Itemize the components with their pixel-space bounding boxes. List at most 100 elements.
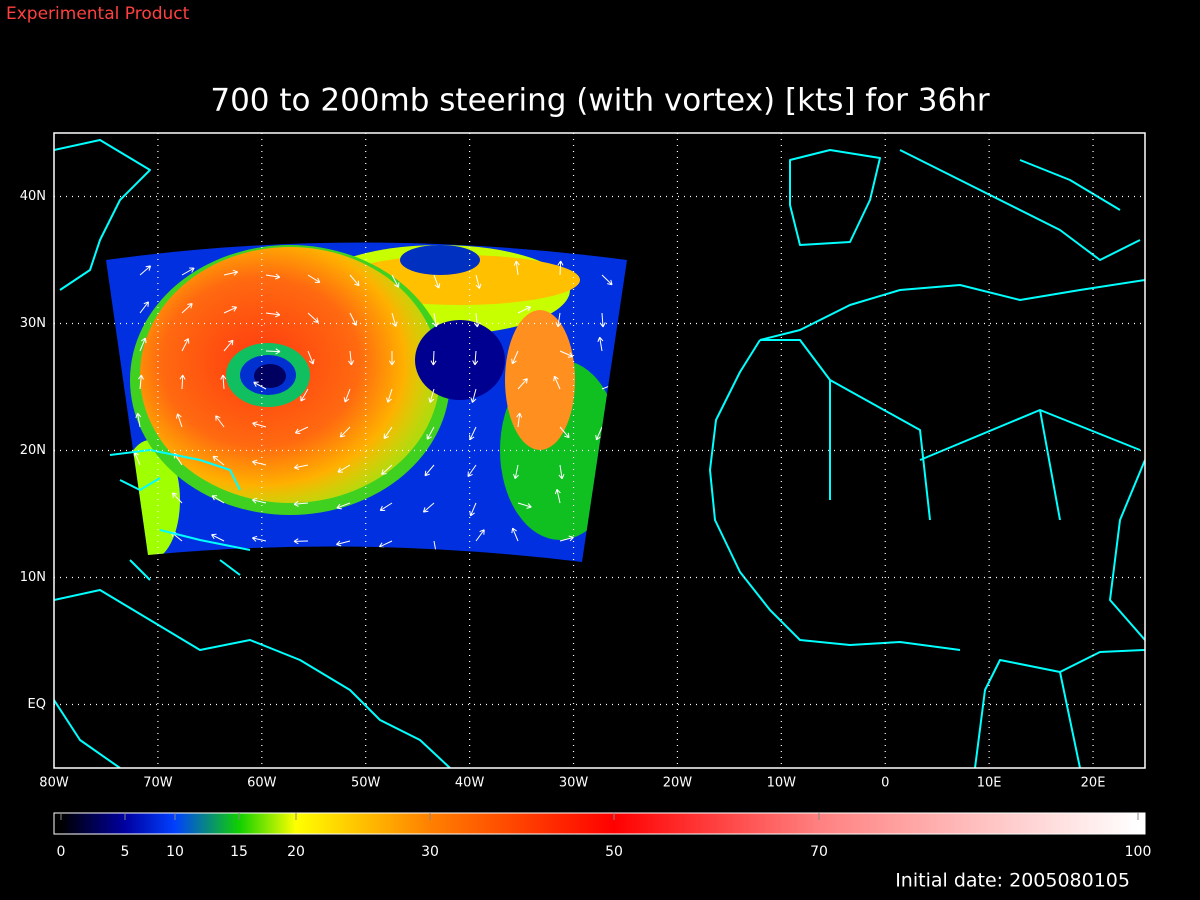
- wind-arrow: [517, 305, 532, 314]
- wind-arrow: [171, 492, 183, 504]
- wind-arrow: [555, 312, 562, 328]
- wind-arrow: [253, 381, 267, 390]
- wind-arrow: [294, 426, 309, 434]
- wind-arrow: [426, 426, 435, 440]
- wind-arrows: [130, 260, 616, 556]
- wind-arrow: [336, 502, 351, 510]
- wind-arrow: [343, 388, 351, 403]
- wind-arrow: [336, 540, 351, 547]
- wind-arrow: [135, 412, 142, 428]
- wind-arrow: [252, 421, 267, 428]
- wind-arrow: [307, 350, 315, 365]
- wind-arrow: [469, 426, 477, 441]
- y-tick-label: 10N: [20, 570, 46, 585]
- wind-arrow: [516, 412, 523, 428]
- wind-arrow: [517, 502, 532, 509]
- x-tick-label: 0: [881, 776, 889, 791]
- wind-arrow: [554, 488, 561, 504]
- colorbar-label: 15: [230, 844, 248, 860]
- x-tick-label: 50W: [351, 776, 381, 791]
- colorbar: [53, 812, 1146, 835]
- wind-arrow: [391, 274, 400, 288]
- wind-arrow: [293, 538, 309, 545]
- y-tick-label: 20N: [20, 443, 46, 458]
- borders: [760, 339, 1141, 521]
- x-tick-label: 70W: [143, 776, 173, 791]
- wind-arrow: [557, 260, 564, 276]
- wind-arrow: [559, 350, 574, 358]
- wind-arrow: [601, 453, 612, 466]
- map-area: [54, 133, 1145, 768]
- x-tick-label: 30W: [559, 776, 589, 791]
- wind-arrow: [293, 464, 309, 470]
- wind-arrow: [252, 535, 267, 542]
- x-tick-label: 60W: [247, 776, 277, 791]
- wind-arrow: [475, 529, 485, 542]
- y-tick-label: EQ: [28, 697, 46, 712]
- wind-arrow: [181, 302, 193, 314]
- wind-arrow: [130, 529, 141, 542]
- wind-arrow: [424, 464, 435, 477]
- wind-arrow: [265, 273, 281, 280]
- wind-arrow: [181, 338, 190, 352]
- wind-arrow: [181, 267, 195, 276]
- wind-arrow: [348, 350, 355, 366]
- wind-arrow: [223, 339, 234, 352]
- wind-arrow: [511, 350, 519, 365]
- wind-arrow: [559, 535, 574, 542]
- x-tick-label: 10E: [977, 776, 1002, 791]
- y-tick-label: 30N: [20, 316, 46, 331]
- wind-arrow: [349, 274, 360, 287]
- wind-arrow: [211, 495, 225, 504]
- wind-arrow: [513, 464, 519, 480]
- wind-arrow: [139, 301, 149, 314]
- wind-arrow: [422, 502, 435, 513]
- map-title: 700 to 200mb steering (with vortex) [kts…: [210, 83, 990, 119]
- wind-arrow: [595, 426, 603, 441]
- colorbar-label: 10: [166, 844, 184, 860]
- x-tick-label: 20E: [1081, 776, 1106, 791]
- wind-arrow: [467, 464, 477, 477]
- wind-arrow: [139, 337, 147, 352]
- wind-arrow: [381, 464, 393, 475]
- wind-arrow: [131, 490, 141, 504]
- x-tick-label: 20W: [663, 776, 693, 791]
- wind-arrow: [212, 455, 225, 466]
- wind-arrow: [252, 497, 267, 504]
- wind-arrow: [559, 426, 570, 439]
- wind-arrow: [223, 306, 238, 314]
- wind-arrow: [511, 527, 519, 542]
- experimental-label: Experimental Product: [6, 4, 190, 24]
- coastlines: [54, 139, 1145, 768]
- colorbar-label: 70: [810, 844, 828, 860]
- wind-arrow: [475, 274, 482, 289]
- wind-arrow: [339, 426, 351, 438]
- x-tick-label: 40W: [455, 776, 485, 791]
- wind-arrow: [428, 388, 435, 403]
- wind-arrow: [349, 312, 358, 326]
- wind-arrow: [597, 336, 604, 352]
- wind-arrow: [139, 265, 152, 276]
- wind-arrow: [337, 464, 351, 473]
- wind-arrow: [300, 388, 309, 402]
- wind-arrow: [558, 464, 565, 480]
- wind-arrow: [517, 378, 528, 390]
- wind-arrow: [600, 488, 607, 504]
- wind-arrow: [389, 350, 396, 366]
- colorbar-label: 50: [605, 844, 623, 860]
- wind-arrow: [596, 540, 603, 555]
- initial-date: Initial date: 2005080105: [895, 870, 1130, 892]
- y-tick-label: 40N: [20, 189, 46, 204]
- wind-arrow: [307, 274, 321, 283]
- wind-arrow: [252, 459, 267, 466]
- wind-arrow: [433, 274, 441, 289]
- colorbar-label: 30: [421, 844, 439, 860]
- x-tick-label: 10W: [767, 776, 797, 791]
- wind-arrow: [179, 374, 186, 390]
- map-frame: [53, 132, 1146, 769]
- wind-arrow: [472, 350, 479, 366]
- wind-arrow: [175, 413, 183, 428]
- wind-arrow: [601, 274, 613, 286]
